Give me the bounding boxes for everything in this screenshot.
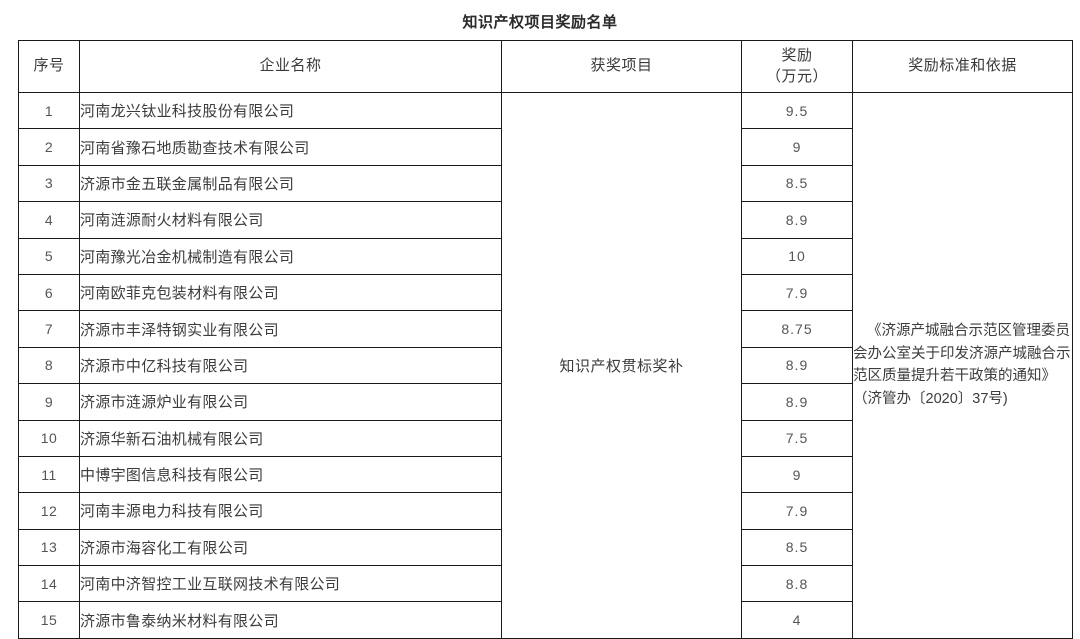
table-row: 13 济源市海容化工有限公司 8.5 xyxy=(18,528,1073,567)
table-row: 1 河南龙兴钛业科技股份有限公司 知识产权贯标奖补 9.5 《济源产城融合示范区管理委员… xyxy=(18,91,1073,639)
cell-award-amount: 8.9 xyxy=(741,346,853,385)
cell-index: 12 xyxy=(18,492,80,530)
table-row: 2 河南省豫石地质勘查技术有限公司 9 xyxy=(18,128,1073,166)
table-row: 5 河南豫光冶金机械制造有限公司 10 xyxy=(18,237,1073,275)
column-header-company: 企业名称 xyxy=(79,40,502,93)
cell-index: 10 xyxy=(18,419,80,457)
cell-index: 15 xyxy=(18,601,80,639)
table-row: 11 中博宇图信息科技有限公司 9 xyxy=(18,455,1073,494)
cell-company-name: 河南省豫石地质勘查技术有限公司 xyxy=(79,128,502,166)
column-header-index: 序号 xyxy=(18,40,80,93)
table-row: 6 河南欧菲克包装材料有限公司 7.9 xyxy=(18,273,1073,312)
cell-award-amount: 4 xyxy=(741,601,853,639)
cell-company-name: 河南丰源电力科技有限公司 xyxy=(79,492,502,530)
cell-index: 9 xyxy=(18,383,80,421)
cell-award-amount: 8.9 xyxy=(741,201,853,239)
cell-company-name: 济源市中亿科技有限公司 xyxy=(79,346,502,385)
cell-award-amount: 8.5 xyxy=(741,164,853,203)
cell-index: 3 xyxy=(18,164,80,203)
cell-company-name: 济源华新石油机械有限公司 xyxy=(79,419,502,457)
table-header: 序号 企业名称 获奖项目 奖励 （万元） 奖励标准和依据 xyxy=(18,40,1073,93)
cell-award-amount: 7.9 xyxy=(741,273,853,312)
cell-company-name: 河南豫光冶金机械制造有限公司 xyxy=(79,237,502,275)
award-basis-text: 《济源产城融合示范区管理委员会办公室关于印发济源产城融合示范区质量提升若干政策的… xyxy=(853,322,1071,408)
page-title: 知识产权项目奖励名单 xyxy=(462,14,618,31)
cell-company-name: 济源市海容化工有限公司 xyxy=(79,528,502,567)
cell-company-name: 济源市丰泽特钢实业有限公司 xyxy=(79,310,502,348)
cell-index: 5 xyxy=(18,237,80,275)
cell-award-amount: 8.5 xyxy=(741,528,853,567)
cell-company-name: 济源市涟源炉业有限公司 xyxy=(79,383,502,421)
cell-company-name: 河南龙兴钛业科技股份有限公司 xyxy=(79,91,502,130)
cell-award-basis: 《济源产城融合示范区管理委员会办公室关于印发济源产城融合示范区质量提升若干政策的… xyxy=(852,92,1073,639)
table-row: 8 济源市中亿科技有限公司 8.9 xyxy=(18,346,1073,385)
table-body: 1 河南龙兴钛业科技股份有限公司 知识产权贯标奖补 9.5 《济源产城融合示范区管理委员… xyxy=(18,91,1073,639)
table-row: 14 河南中济智控工业互联网技术有限公司 8.8 xyxy=(18,565,1073,603)
cell-award-amount: 7.5 xyxy=(741,419,853,457)
column-header-amount: 奖励 （万元） xyxy=(741,40,853,93)
header-row: 序号 企业名称 获奖项目 奖励 （万元） 奖励标准和依据 xyxy=(18,40,1073,93)
cell-index: 4 xyxy=(18,201,80,239)
cell-award-amount: 9 xyxy=(741,128,853,166)
cell-company-name: 河南欧菲克包装材料有限公司 xyxy=(79,273,502,312)
cell-index: 14 xyxy=(18,565,80,603)
award-table: 序号 企业名称 获奖项目 奖励 （万元） 奖励标准和依据 1 河南龙兴钛业科技股份… xyxy=(18,40,1073,639)
cell-award-amount: 8.8 xyxy=(741,565,853,603)
cell-award-amount: 8.75 xyxy=(741,310,853,348)
cell-index: 2 xyxy=(18,128,80,166)
column-header-basis: 奖励标准和依据 xyxy=(852,40,1073,93)
cell-award-amount: 8.9 xyxy=(741,383,853,421)
cell-index: 6 xyxy=(18,273,80,312)
cell-company-name: 中博宇图信息科技有限公司 xyxy=(79,455,502,494)
table-row: 4 河南涟源耐火材料有限公司 8.9 xyxy=(18,201,1073,239)
cell-company-name: 济源市鲁泰纳米材料有限公司 xyxy=(79,601,502,639)
cell-award-amount: 9.5 xyxy=(741,91,853,130)
award-table-container: 序号 企业名称 获奖项目 奖励 （万元） 奖励标准和依据 1 河南龙兴钛业科技股份… xyxy=(18,40,1073,639)
table-row: 12 河南丰源电力科技有限公司 7.9 xyxy=(18,492,1073,530)
cell-award-amount: 10 xyxy=(741,237,853,275)
cell-index: 11 xyxy=(18,455,80,494)
cell-index: 8 xyxy=(18,346,80,385)
cell-company-name: 河南中济智控工业互联网技术有限公司 xyxy=(79,565,502,603)
cell-award-project: 知识产权贯标奖补 xyxy=(501,92,742,639)
column-header-amount-unit: （万元） xyxy=(765,67,828,85)
cell-index: 13 xyxy=(18,528,80,567)
column-header-amount-line1: 奖励 xyxy=(781,47,813,65)
table-row: 3 济源市金五联金属制品有限公司 8.5 xyxy=(18,164,1073,203)
cell-index: 1 xyxy=(18,91,80,130)
cell-company-name: 济源市金五联金属制品有限公司 xyxy=(79,164,502,203)
cell-company-name: 河南涟源耐火材料有限公司 xyxy=(79,201,502,239)
column-header-project: 获奖项目 xyxy=(501,40,742,93)
table-row: 9 济源市涟源炉业有限公司 8.9 xyxy=(18,383,1073,421)
cell-index: 7 xyxy=(18,310,80,348)
cell-award-amount: 7.9 xyxy=(741,492,853,530)
cell-award-amount: 9 xyxy=(741,455,853,494)
